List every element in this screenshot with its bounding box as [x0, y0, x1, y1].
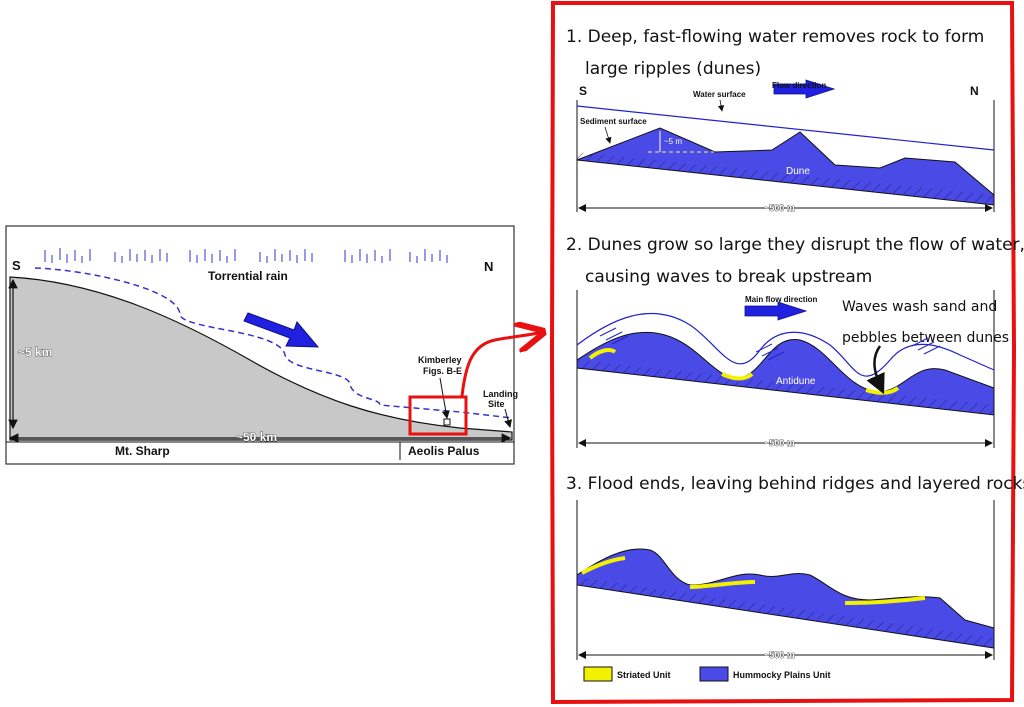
panel2-caption-line1: 2. Dunes grow so large they disrupt the …	[566, 235, 1024, 255]
rain-marks	[44, 248, 448, 263]
panel1-south-label: S	[579, 84, 587, 98]
distance-label: ~50 km	[236, 430, 277, 444]
panel3-layer-1	[581, 556, 626, 575]
panel1-caption-line1: 1. Deep, fast-flowing water removes rock…	[566, 27, 984, 47]
kimberley-label: Kimberley	[418, 355, 462, 365]
panel1-flow-label: Flow direction	[772, 81, 826, 90]
kimberley-marker	[443, 418, 451, 426]
panel1-sediment-pointer	[604, 126, 612, 144]
region-aeolis-palus: Aeolis Palus	[408, 444, 480, 458]
landing-site-label: Site	[488, 399, 505, 409]
zoom-frame	[549, 1, 1017, 705]
panel1-depth-label: ~5 m	[664, 137, 682, 146]
overview-panel: S N Torrential rain ~5 km ~50 km Kimberl…	[5, 225, 543, 465]
panel-2: 2. Dunes grow so large they disrupt the …	[566, 235, 1024, 448]
legend-hummocky-label: Hummocky Plains Unit	[733, 670, 831, 680]
kimberley-figs-label: Figs. B-E	[423, 366, 462, 376]
panel3-layer-3	[844, 596, 926, 605]
panel1-water-pointer	[717, 99, 725, 112]
overview-south-label: S	[12, 258, 21, 273]
panel2-antidune-label: Antidune	[776, 376, 816, 387]
panel2-note-arrow	[866, 345, 885, 395]
panel1-caption-line2: large ripples (dunes)	[585, 59, 761, 79]
legend-striated-label: Striated Unit	[617, 670, 671, 680]
panel-1: 1. Deep, fast-flowing water removes rock…	[566, 27, 995, 213]
panel2-flow-label: Main flow direction	[745, 295, 818, 304]
panel2-water-surface	[576, 312, 995, 377]
panel3-bedrock-hatch	[577, 577, 994, 648]
panel2-sand-1	[588, 348, 617, 360]
legend-striated-swatch	[583, 666, 613, 682]
panel1-north-label: N	[970, 84, 979, 98]
panel1-scale-label: ~500 m	[764, 203, 795, 213]
panel2-scale-label: ~500 m	[764, 438, 795, 448]
panel2-note-line2: pebbles between dunes	[842, 330, 1009, 346]
panel2-caption-line2: causing waves to break upstream	[585, 267, 872, 287]
overview-north-label: N	[484, 259, 493, 274]
panel3-caption: 3. Flood ends, leaving behind ridges and…	[566, 474, 1024, 494]
panel2-bedrock-hatch	[577, 360, 994, 415]
panel1-flow-arrow	[773, 79, 836, 99]
panel-3: 3. Flood ends, leaving behind ridges and…	[566, 474, 1024, 660]
panel2-breaking-waves	[599, 327, 941, 361]
kimberley-highlight-box	[408, 395, 468, 436]
landing-pointer	[504, 408, 512, 428]
mt-sharp-slope	[9, 276, 513, 441]
rain-label: Torrential rain	[208, 269, 288, 283]
panel1-bedrock-hatch	[577, 152, 994, 205]
panel2-note-line1: Waves wash sand and	[842, 299, 997, 315]
panel1-dune-label: Dune	[786, 166, 810, 177]
height-label: ~5 km	[18, 345, 52, 359]
panel2-sand-2	[721, 372, 754, 381]
panel3-layer-2	[689, 580, 756, 589]
flow-arrow	[243, 312, 320, 348]
legend-hummocky-swatch	[699, 666, 729, 682]
panel1-water-surface	[576, 105, 995, 151]
panel1-water-label: Water surface	[693, 90, 746, 99]
landing-label: Landing	[483, 389, 518, 399]
panel1-sediment-label: Sediment surface	[580, 117, 647, 126]
zoom-connector-arrow	[460, 332, 543, 397]
panel3-scale-label: ~500 m	[764, 650, 795, 660]
region-mt-sharp: Mt. Sharp	[115, 444, 170, 458]
panel2-flow-arrow	[744, 301, 808, 321]
legend: Striated Unit Hummocky Plains Unit	[583, 666, 831, 682]
